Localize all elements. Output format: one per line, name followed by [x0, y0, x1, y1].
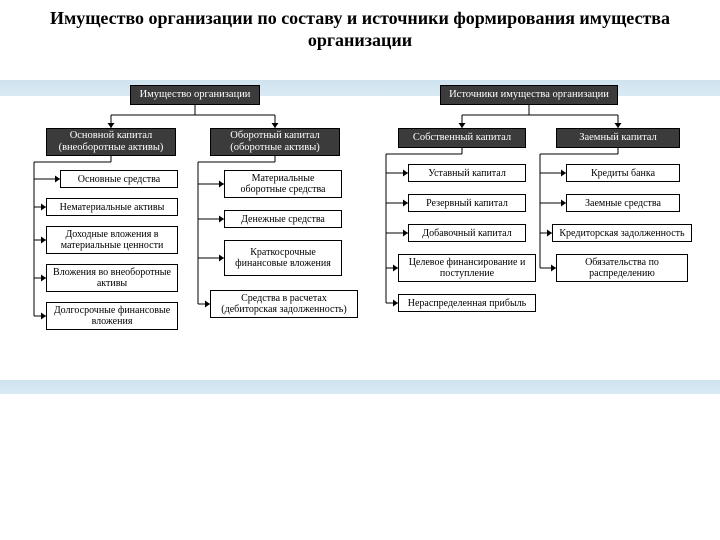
node-b1_2: Резервный капитал: [408, 194, 526, 212]
node-a1: Основной капитал (внеоборотные активы): [46, 128, 176, 156]
node-root1: Имущество организации: [130, 85, 260, 105]
node-b1_5: Нераспределенная прибыль: [398, 294, 536, 312]
node-a2_2: Денежные средства: [224, 210, 342, 228]
node-a1_2: Нематериальные активы: [46, 198, 178, 216]
node-b1_4: Целевое финансирование и поступление: [398, 254, 536, 282]
node-b1: Собственный капитал: [398, 128, 526, 148]
node-a2_1: Материальные оборотные средства: [224, 170, 342, 198]
node-a1_3: Доходные вложения в материальные ценност…: [46, 226, 178, 254]
node-b2_1: Кредиты банка: [566, 164, 680, 182]
node-b2_4: Обязательства по распределению: [556, 254, 688, 282]
node-a1_4: Вложения во внеоборотные активы: [46, 264, 178, 292]
node-b2: Заемный капитал: [556, 128, 680, 148]
node-b2_2: Заемные средства: [566, 194, 680, 212]
node-root2: Источники имущества организации: [440, 85, 618, 105]
node-b2_3: Кредиторская задолженность: [552, 224, 692, 242]
node-b1_1: Уставный капитал: [408, 164, 526, 182]
page-title: Имущество организации по составу и источ…: [0, 0, 720, 55]
node-a2: Оборотный капитал (оборотные активы): [210, 128, 340, 156]
node-a1_5: Долгосрочные финансовые вложения: [46, 302, 178, 330]
node-b1_3: Добавочный капитал: [408, 224, 526, 242]
node-a1_1: Основные средства: [60, 170, 178, 188]
node-a2_3: Краткосрочные финансовые вложения: [224, 240, 342, 276]
org-property-diagram: Имущество организации Основной капитал (в…: [0, 80, 720, 420]
node-a2_4: Средства в расчетах (дебиторская задолже…: [210, 290, 358, 318]
